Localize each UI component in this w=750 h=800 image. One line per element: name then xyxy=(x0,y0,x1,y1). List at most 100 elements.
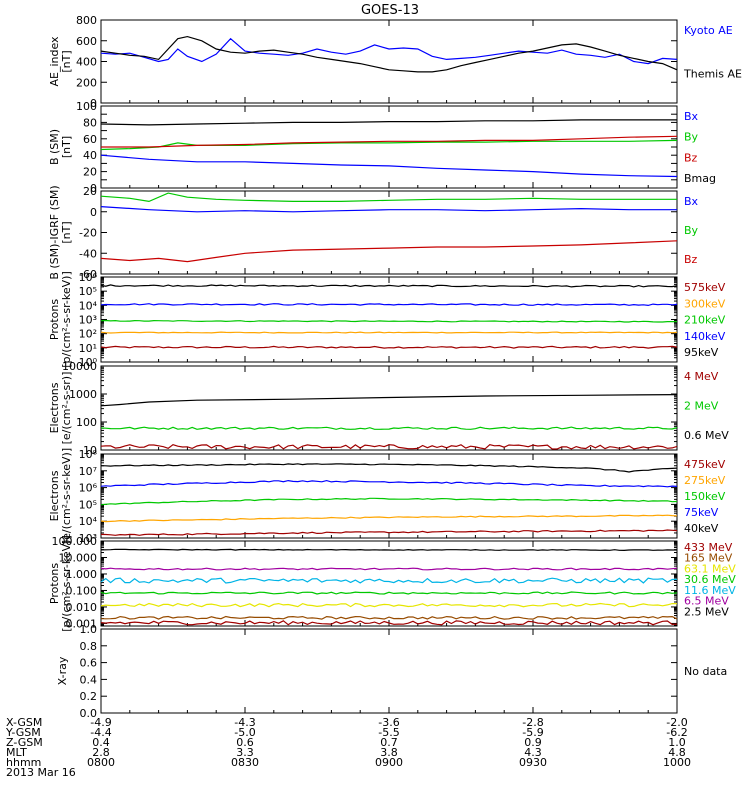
series-line-bz xyxy=(101,135,678,148)
y-tick-label: 100.000 xyxy=(52,535,98,548)
x-tick-label: 1.0 xyxy=(668,736,686,749)
x-tick-label: 2.8 xyxy=(92,746,110,759)
y-tick-label: 10¹ xyxy=(79,342,97,355)
x-tick-label: 0.7 xyxy=(380,736,398,749)
y-tick-label: 0 xyxy=(90,182,97,195)
series-line-4-mev xyxy=(100,444,678,450)
y-tick-label: 1.000 xyxy=(66,568,98,581)
y-tick-label: 10.000 xyxy=(59,551,98,564)
y-tick-label: 0.6 xyxy=(80,657,98,670)
x-tick-label: 1000 xyxy=(663,756,691,769)
y-tick-label: 100 xyxy=(76,416,97,429)
x-tick-label: -4.3 xyxy=(234,716,255,729)
x-tick-label: -4.4 xyxy=(90,726,111,739)
y-tick-label: 0.010 xyxy=(66,601,98,614)
y-tick-label: 20 xyxy=(83,185,97,198)
series-line-150kev xyxy=(100,497,678,506)
y-tick-label: 0.4 xyxy=(80,673,98,686)
legend-label: Bx xyxy=(684,195,699,208)
x-tick-label: 0.4 xyxy=(92,736,110,749)
series-line-210kev xyxy=(100,319,677,323)
legend-label: 2.5 MeV xyxy=(684,605,729,618)
series-line-by xyxy=(100,192,677,203)
legend-label: 140keV xyxy=(684,330,726,343)
series-line-2-mev xyxy=(100,426,678,430)
y-axis-label: Electrons[e/(cm²-s-sr)] xyxy=(48,372,73,445)
y-tick-label: 10⁸ xyxy=(79,448,98,461)
series-line-by xyxy=(100,139,678,151)
y-tick-label: 0.100 xyxy=(66,584,98,597)
series-line-kyoto-ae xyxy=(100,37,678,65)
legend-label: 300keV xyxy=(684,297,726,310)
panel-frame xyxy=(100,365,678,451)
legend-label: 63.1 MeV xyxy=(684,562,736,575)
panel-frame xyxy=(100,276,678,363)
legend-label: 75keV xyxy=(684,506,719,519)
y-tick-label: 800 xyxy=(76,14,97,27)
x-row-label: Z-GSM xyxy=(6,736,43,749)
y-tick-label: 1.0 xyxy=(80,623,98,636)
legend-label: 165 MeV xyxy=(684,552,733,565)
y-tick-label: 10³ xyxy=(79,314,97,327)
legend-label: 2 MeV xyxy=(684,399,719,412)
series-line-bx xyxy=(100,154,678,178)
x-tick-label: 3.8 xyxy=(380,746,398,759)
y-tick-label: 0 xyxy=(90,206,97,219)
x-tick-label: 0930 xyxy=(519,756,547,769)
legend-label: 4 MeV xyxy=(684,370,719,383)
x-row-label: X-GSM xyxy=(6,716,42,729)
panel-frame xyxy=(100,453,678,539)
y-tick-label: 10⁰ xyxy=(79,356,98,369)
x-tick-label: 0.6 xyxy=(236,736,254,749)
y-tick-label: 10000 xyxy=(62,360,97,373)
series-line-bx xyxy=(100,206,677,213)
legend-label: 275keV xyxy=(684,474,726,487)
panel-7: 0.001 0.010 0.100 1.000 10.000 100.000Protons… xyxy=(48,535,736,632)
y-tick-label: 10⁴ xyxy=(79,299,98,312)
y-tick-label: -60 xyxy=(79,268,97,281)
legend-label: 210keV xyxy=(684,314,726,327)
legend-label: Kyoto AE xyxy=(684,24,733,37)
panel-frame xyxy=(100,628,678,714)
y-tick-label: 0.001 xyxy=(66,617,98,630)
series-line-30.6-mev xyxy=(100,591,678,595)
legend-label: By xyxy=(684,224,699,237)
y-axis-label: AE_index[nT] xyxy=(48,36,73,87)
x-tick-label: -2.8 xyxy=(522,716,543,729)
series-line-6.5-mev xyxy=(100,567,678,571)
y-tick-label: 10⁶ xyxy=(79,482,98,495)
x-tick-label: -5.9 xyxy=(522,726,543,739)
x-tick-label: -3.6 xyxy=(378,716,399,729)
y-axis-label: Electrons[e/(cm²-s-sr-keV)] xyxy=(48,448,73,544)
legend-label: 475keV xyxy=(684,458,726,471)
x-tick-label: 4.3 xyxy=(524,746,542,759)
y-tick-label: 10⁵ xyxy=(79,285,97,298)
panel-8: 0.0 0.2 0.4 0.6 0.8 1.0 X-ray No data xyxy=(56,623,727,720)
legend-label: 11.6 MeV xyxy=(684,584,736,597)
y-tick-label: 0.2 xyxy=(80,690,98,703)
y-tick-label: 10 xyxy=(83,444,97,457)
y-tick-label: 60 xyxy=(83,133,97,146)
x-tick-label: 0800 xyxy=(87,756,115,769)
y-axis-label: Protons[p/(cm²-s-sr-keV)] xyxy=(48,535,73,632)
legend-label: Bx xyxy=(684,110,699,123)
series-line-bmag xyxy=(100,119,677,126)
y-tick-label: 10⁷ xyxy=(79,465,97,478)
legend-label: 575keV xyxy=(684,281,726,294)
series-line-300kev xyxy=(100,331,678,334)
y-tick-label: 10² xyxy=(79,328,97,341)
x-tick-label: -5.5 xyxy=(378,726,399,739)
legend-label: 433 MeV xyxy=(684,541,733,554)
x-tick-label: -6.2 xyxy=(666,726,687,739)
y-tick-label: 10³ xyxy=(79,532,97,545)
series-line-165-mev xyxy=(100,615,678,620)
y-tick-label: 200 xyxy=(76,76,97,89)
y-tick-label: 10⁶ xyxy=(79,271,98,284)
series-line-bz xyxy=(100,240,678,263)
legend-label: Bz xyxy=(684,151,698,164)
y-tick-label: 10⁴ xyxy=(79,515,98,528)
x-tick-label: 4.8 xyxy=(668,746,686,759)
plot-title: GOES-13 xyxy=(361,3,419,18)
